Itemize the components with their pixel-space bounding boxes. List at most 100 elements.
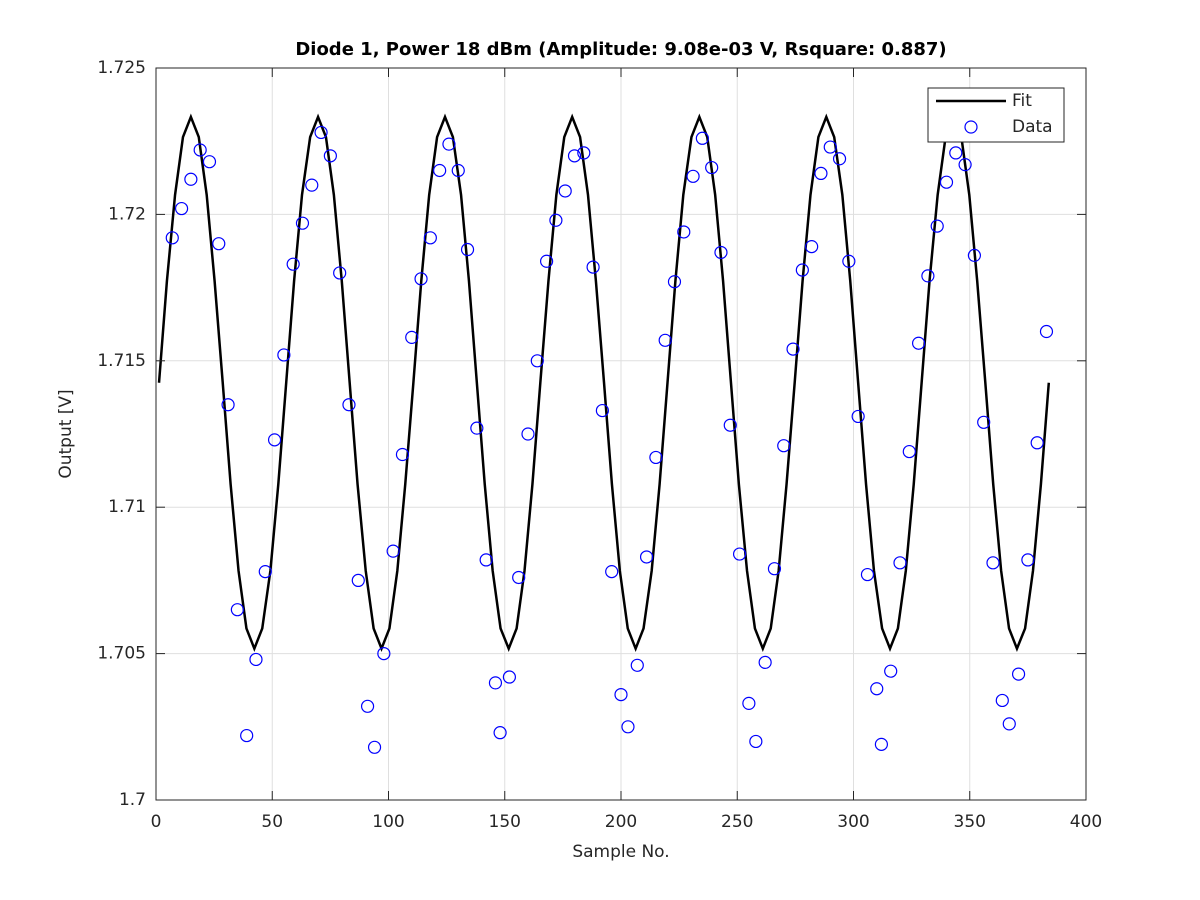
data-point (630, 658, 644, 672)
x-tick-label: 150 (489, 812, 521, 832)
data-point (567, 149, 582, 163)
data-point (479, 553, 493, 567)
data-point (240, 728, 254, 743)
data-point (930, 219, 944, 233)
data-point (423, 231, 437, 245)
data-point (586, 260, 600, 274)
data-point (577, 146, 591, 160)
data-point (549, 213, 563, 227)
data-point (921, 269, 935, 283)
data-point (870, 682, 884, 696)
data-point (605, 565, 619, 579)
data-point (884, 664, 898, 678)
data-point (842, 254, 856, 268)
data-point (714, 245, 728, 260)
data-point (977, 415, 991, 429)
data-point (749, 734, 763, 749)
x-tick-label: 350 (954, 812, 986, 832)
legend-label: Fit (1012, 91, 1032, 111)
data-point (705, 160, 719, 175)
data-point (902, 444, 916, 459)
data-point (614, 687, 628, 702)
data-point (174, 201, 189, 216)
data-point (893, 556, 907, 570)
data-point (649, 450, 663, 465)
data-point (530, 354, 544, 368)
x-tick-label: 200 (605, 812, 637, 832)
data-point (386, 544, 400, 558)
data-point (695, 131, 709, 145)
data-point (558, 184, 572, 198)
data-point (488, 676, 503, 690)
x-tick-label: 100 (372, 812, 404, 832)
y-tick-label: 1.715 (97, 351, 146, 371)
y-tick-label: 1.72 (108, 204, 146, 224)
data-point (502, 670, 516, 684)
data-point (658, 333, 672, 347)
data-point (360, 699, 375, 713)
data-point (539, 254, 554, 268)
data-point (230, 603, 244, 617)
data-point (286, 257, 300, 271)
plot (157, 113, 1054, 754)
data-point (874, 737, 889, 751)
data-point (305, 178, 319, 192)
y-axis-label: Output [V] (56, 389, 76, 478)
x-tick-label: 50 (261, 812, 283, 832)
data-point (777, 439, 791, 453)
data-point (184, 172, 198, 186)
data-point (1002, 717, 1016, 731)
data-point (832, 152, 847, 166)
legend-label: Data (1012, 117, 1053, 137)
data-point (1021, 553, 1035, 567)
data-point (667, 275, 682, 289)
data-point (258, 565, 272, 579)
data-point (814, 166, 828, 181)
data-point (995, 693, 1009, 708)
fit-line (157, 113, 1051, 653)
data-point (786, 342, 800, 356)
data-point (267, 433, 282, 447)
data-point (732, 547, 747, 561)
grid (155, 67, 1087, 801)
x-tick-label: 250 (721, 812, 753, 832)
data-point (742, 696, 756, 710)
data-point (723, 418, 737, 432)
legend-swatch (964, 120, 978, 134)
data-point (639, 550, 654, 564)
data-point (212, 237, 226, 251)
data-point (493, 726, 507, 740)
data-point (433, 163, 447, 178)
data-point (621, 720, 635, 734)
data-point (851, 409, 865, 424)
data-point (165, 231, 179, 245)
y-tick-label: 1.71 (108, 497, 146, 517)
data-point (314, 125, 328, 140)
y-tick-label: 1.705 (97, 644, 146, 664)
data-point (470, 421, 484, 435)
legend: Fit Data (927, 87, 1065, 143)
data-point (521, 427, 535, 441)
data-point (277, 348, 291, 362)
data-point (202, 155, 217, 169)
x-tick-label: 400 (1070, 812, 1102, 832)
data-point (451, 163, 465, 178)
data-point (767, 562, 782, 576)
data-point (1011, 667, 1026, 681)
data-point (758, 655, 772, 669)
data-point (367, 740, 382, 754)
data-point (295, 216, 310, 230)
data-point (405, 330, 419, 344)
data-point (967, 248, 982, 262)
legend-box (927, 87, 1065, 143)
data-point (442, 137, 456, 151)
data-point (1030, 436, 1044, 450)
x-axis-label: Sample No. (572, 842, 669, 862)
data-point (460, 242, 475, 257)
data-point (1039, 324, 1054, 339)
data-point (805, 240, 819, 254)
data-point (986, 556, 1000, 570)
data-point (823, 140, 837, 154)
data-point (221, 398, 235, 412)
